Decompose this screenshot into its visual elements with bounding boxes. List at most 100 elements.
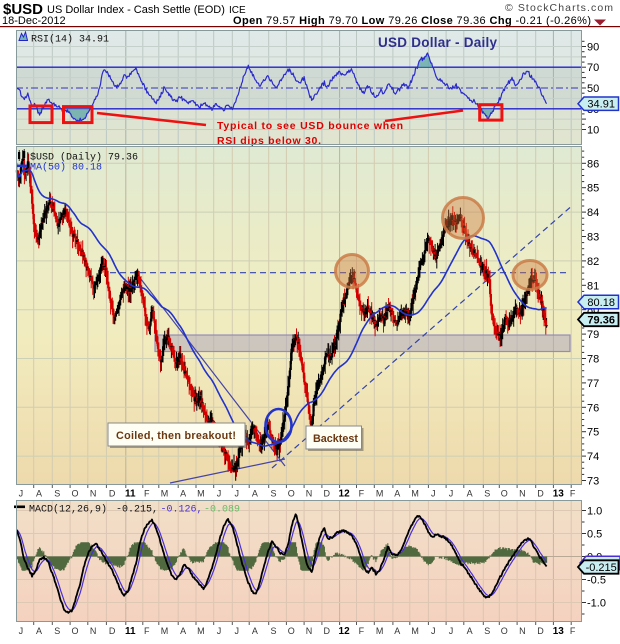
svg-text:$USD: $USD — [3, 1, 43, 18]
svg-text:N: N — [306, 626, 313, 636]
svg-text:A: A — [252, 489, 258, 499]
svg-text:N: N — [306, 489, 313, 499]
svg-text:F: F — [359, 489, 365, 499]
svg-text:73: 73 — [587, 476, 599, 488]
svg-text:O: O — [288, 626, 295, 636]
svg-text:76: 76 — [587, 402, 599, 414]
svg-text:N: N — [90, 626, 97, 636]
svg-text:78: 78 — [587, 354, 599, 366]
svg-text:80.18: 80.18 — [587, 297, 615, 309]
svg-text:RSI dips below 30.: RSI dips below 30. — [217, 135, 321, 147]
svg-text:S: S — [54, 489, 60, 499]
svg-text:Coiled, then breakout!: Coiled, then breakout! — [116, 430, 236, 442]
svg-text:O: O — [501, 489, 508, 499]
svg-text:MA(50) 80.18: MA(50) 80.18 — [30, 162, 102, 174]
svg-text:M: M — [411, 626, 419, 636]
svg-text:F: F — [144, 489, 150, 499]
svg-text:D: D — [537, 626, 544, 636]
svg-text:11: 11 — [125, 626, 136, 637]
svg-text:US Dollar Index - Cash Settle: US Dollar Index - Cash Settle (EOD) — [47, 4, 225, 16]
svg-text:Open 79.57 High 79.70 Low 79.2: Open 79.57 High 79.70 Low 79.26 Close 79… — [233, 15, 591, 27]
svg-text:D: D — [109, 489, 116, 499]
svg-text:RSI(14) 34.91: RSI(14) 34.91 — [31, 34, 109, 46]
svg-text:0.5: 0.5 — [587, 529, 602, 541]
svg-text:81: 81 — [587, 280, 599, 292]
svg-text:J: J — [217, 626, 222, 636]
svg-text:34.91: 34.91 — [587, 99, 615, 111]
svg-text:11: 11 — [125, 489, 136, 500]
svg-text:J: J — [19, 626, 24, 636]
svg-text:J: J — [449, 626, 454, 636]
svg-text:F: F — [570, 626, 576, 636]
svg-text:N: N — [519, 489, 526, 499]
svg-text:© StockCharts.com: © StockCharts.com — [505, 2, 613, 14]
svg-text:A: A — [252, 626, 258, 636]
svg-text:J: J — [235, 489, 240, 499]
svg-text:S: S — [270, 489, 276, 499]
svg-text:75: 75 — [587, 427, 599, 439]
svg-text:D: D — [324, 626, 331, 636]
svg-text:USD Dollar - Daily: USD Dollar - Daily — [378, 35, 497, 50]
svg-text:85: 85 — [587, 183, 599, 195]
svg-text:50: 50 — [587, 83, 599, 95]
svg-text:S: S — [484, 626, 490, 636]
svg-text:18-Dec-2012: 18-Dec-2012 — [2, 15, 66, 27]
svg-text:10: 10 — [587, 125, 599, 137]
svg-text:74: 74 — [587, 451, 599, 463]
svg-text:82: 82 — [587, 256, 599, 268]
svg-text:$USD (Daily) 79.36: $USD (Daily) 79.36 — [30, 152, 138, 164]
svg-text:77: 77 — [587, 378, 599, 390]
svg-text:A: A — [394, 626, 400, 636]
svg-text:-0.5: -0.5 — [587, 575, 606, 587]
svg-text:A: A — [467, 626, 473, 636]
svg-text:J: J — [235, 626, 240, 636]
svg-text:A: A — [394, 489, 400, 499]
svg-text:F: F — [144, 626, 150, 636]
svg-text:S: S — [270, 626, 276, 636]
svg-text:J: J — [431, 489, 436, 499]
svg-text:M: M — [161, 489, 169, 499]
svg-text:ICE: ICE — [229, 5, 246, 16]
svg-text:M: M — [161, 626, 169, 636]
svg-text:J: J — [19, 489, 24, 499]
svg-text:D: D — [324, 489, 331, 499]
svg-text:O: O — [71, 489, 78, 499]
svg-text:70: 70 — [587, 62, 599, 74]
svg-text:S: S — [54, 626, 60, 636]
svg-text:M: M — [376, 489, 384, 499]
svg-text:O: O — [71, 626, 78, 636]
svg-text:13: 13 — [553, 489, 565, 500]
svg-text:J: J — [431, 626, 436, 636]
svg-text:M: M — [411, 489, 419, 499]
svg-text:-1.0: -1.0 — [587, 598, 606, 610]
svg-text:M: M — [197, 489, 205, 499]
svg-text:A: A — [467, 489, 473, 499]
svg-text:Backtest: Backtest — [313, 433, 358, 445]
svg-text:A: A — [36, 489, 42, 499]
svg-text:79.36: 79.36 — [587, 315, 615, 327]
svg-text:83: 83 — [587, 232, 599, 244]
svg-text:D: D — [537, 489, 544, 499]
svg-text:13: 13 — [553, 626, 565, 637]
svg-text:12: 12 — [339, 489, 351, 500]
svg-text:N: N — [519, 626, 526, 636]
svg-text:1.0: 1.0 — [587, 506, 602, 518]
svg-text:M: M — [376, 626, 384, 636]
svg-text:-0.215: -0.215 — [586, 562, 617, 574]
svg-text:F: F — [359, 626, 365, 636]
svg-text:12: 12 — [339, 626, 351, 637]
svg-text:Typical to see USD bounce when: Typical to see USD bounce when — [217, 120, 403, 132]
svg-text:A: A — [180, 489, 186, 499]
svg-text:90: 90 — [587, 42, 599, 54]
svg-text:J: J — [217, 489, 222, 499]
svg-text:86: 86 — [587, 158, 599, 170]
svg-text:J: J — [449, 489, 454, 499]
svg-text:84: 84 — [587, 207, 599, 219]
svg-text:M: M — [197, 626, 205, 636]
svg-text:F: F — [570, 489, 576, 499]
svg-text:O: O — [288, 489, 295, 499]
svg-text:MACD(12,26,9) -0.215,-0.126,-0: MACD(12,26,9) -0.215, -0.126,-0.089 — [29, 504, 240, 516]
svg-text:N: N — [90, 489, 97, 499]
svg-text:79: 79 — [587, 329, 599, 341]
svg-text:D: D — [109, 626, 116, 636]
